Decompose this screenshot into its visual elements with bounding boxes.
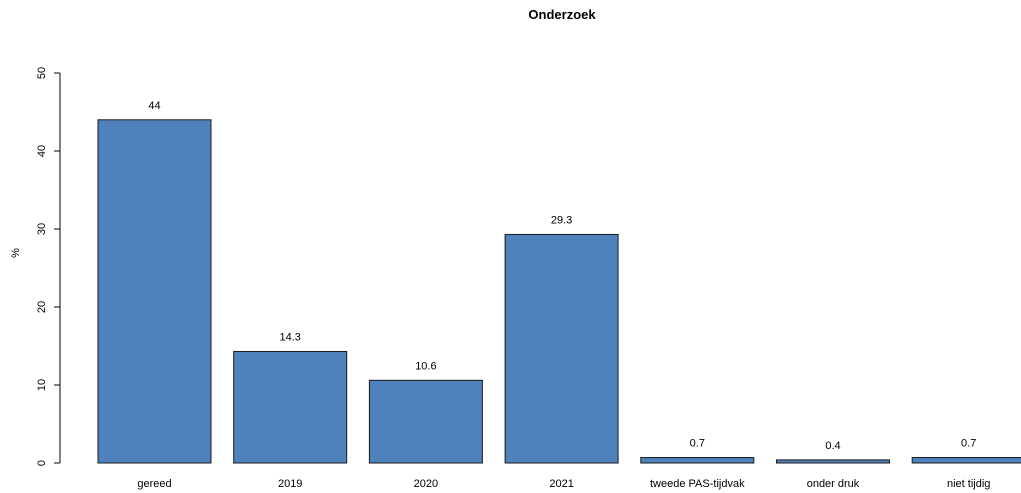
bar-value-label: 0.4 (825, 440, 840, 452)
bar-value-label: 14.3 (279, 331, 300, 343)
x-tick-label: 2020 (414, 478, 438, 490)
y-tick-label: 30 (36, 223, 48, 235)
bar (97, 119, 212, 464)
bar (640, 457, 755, 464)
x-tick-label: onder druk (807, 478, 860, 490)
y-tick-label: 0 (36, 460, 48, 466)
bar-value-label: 0.7 (690, 438, 705, 450)
bar-value-label: 10.6 (415, 360, 436, 372)
bars (97, 119, 1021, 464)
bar (911, 457, 1021, 464)
bar (776, 459, 890, 464)
bar (368, 379, 483, 464)
x-tick-label: niet tijdig (947, 478, 990, 490)
y-axis-label: % (10, 248, 22, 258)
x-tick-label: 2019 (278, 478, 302, 490)
chart-title: Onderzoek (528, 7, 596, 22)
bar-value-label: 0.7 (961, 438, 976, 450)
y-axis: 0 10 20 30 40 50 (36, 67, 61, 466)
bar (233, 350, 348, 464)
bar-value-label: 44 (148, 100, 160, 112)
y-tick-label: 20 (36, 301, 48, 313)
bar-value-label: 29.3 (551, 214, 572, 226)
bar (504, 233, 619, 464)
value-labels: 44 14.3 10.6 29.3 0.7 0.4 0.7 (148, 100, 976, 452)
y-tick-label: 50 (36, 67, 48, 79)
x-tick-label: tweede PAS-tijdvak (650, 478, 745, 490)
x-axis-labels: gereed 2019 2020 2021 tweede PAS-tijdvak onde… (137, 478, 990, 490)
x-tick-label: gereed (137, 478, 171, 490)
y-tick-label: 40 (36, 145, 48, 157)
x-tick-label: 2021 (549, 478, 573, 490)
y-tick-label: 10 (36, 379, 48, 391)
